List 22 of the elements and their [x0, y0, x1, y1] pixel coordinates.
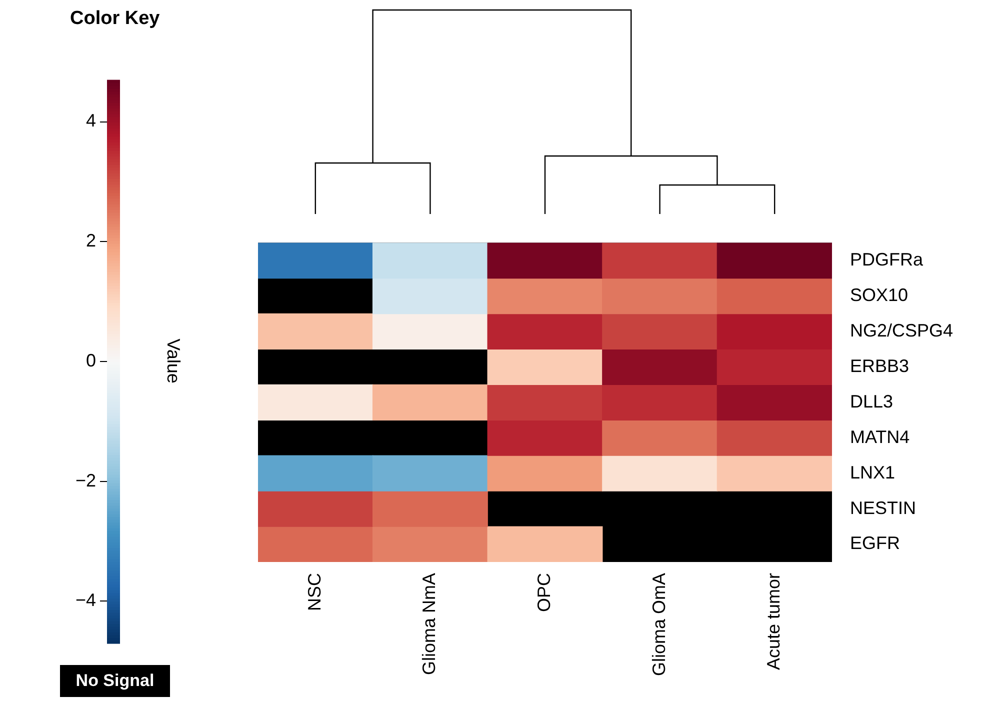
color-bar-title: Value [162, 338, 184, 384]
y-tick-label: MATN4 [850, 426, 910, 447]
y-tick-label: NESTIN [850, 498, 916, 518]
x-tick-label: Glioma NmA [419, 573, 440, 676]
x-tick-label: OPC [534, 573, 554, 612]
y-tick-label: ERBB3 [850, 356, 910, 376]
chart-title: Color Key [70, 8, 160, 30]
color-bar-label: 4 [86, 110, 96, 131]
color-bar-label: −2 [75, 470, 96, 490]
color-bar-label: −4 [75, 590, 96, 610]
y-tick-label: DLL3 [850, 391, 894, 412]
x-tick-label: NSC [304, 573, 324, 612]
y-tick-label: PDGFRa [850, 250, 924, 270]
y-tick-label: NG2/CSPG4 [850, 320, 954, 340]
y-tick-label: LNX1 [850, 462, 896, 482]
x-tick-label: Glioma OmA [648, 573, 669, 676]
color-bar-label: 0 [86, 350, 96, 370]
y-tick-label: EGFR [850, 533, 900, 554]
color-bar-label: 2 [86, 230, 96, 251]
y-tick-label: SOX10 [850, 284, 908, 305]
x-tick-label: Acute tumor [764, 573, 784, 670]
text: No Signal [60, 665, 170, 697]
